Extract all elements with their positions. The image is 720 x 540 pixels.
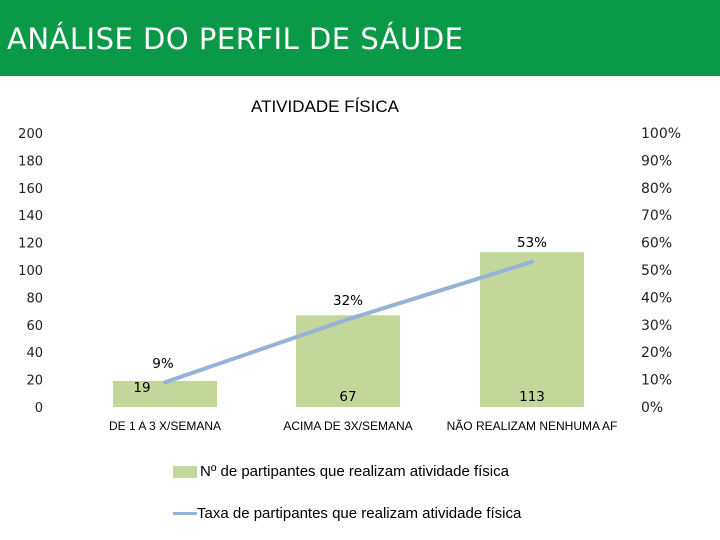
right-axis-ticks: 0% 10% 20% 30% 40% 50% 60% 70% 80% 90% 100%: [641, 126, 681, 416]
bar: [113, 380, 217, 407]
line-data-label: 9%: [152, 356, 174, 372]
page-title: ANÁLISE DO PERFIL DE SÁUDE: [7, 22, 464, 56]
left-tick-label: 0: [35, 401, 43, 416]
bar-data-labels: 19 67 113: [133, 380, 544, 405]
line-series: [163, 259, 534, 385]
category-label: ACIMA DE 3X/SEMANA: [283, 419, 412, 433]
category-label: DE 1 A 3 X/SEMANA: [109, 419, 221, 433]
bar-data-label: 67: [339, 389, 356, 405]
left-tick-label: 200: [18, 127, 43, 142]
legend-item-bar: Nº de partipantes que realizam atividade…: [173, 463, 509, 480]
right-tick-label: 10%: [641, 373, 672, 389]
line-data-label: 53%: [517, 235, 547, 251]
chart-title: ATIVIDADE FÍSICA: [251, 97, 399, 116]
left-axis-ticks: 0 20 40 60 80 100 120 140 160 180 200: [18, 127, 43, 416]
line-data-label: 32%: [333, 293, 363, 309]
left-tick-label: 60: [26, 319, 43, 334]
line-series-path: [163, 259, 534, 385]
left-tick-label: 120: [18, 237, 43, 252]
line-data-labels: 9% 32% 53%: [152, 235, 547, 372]
left-tick-label: 100: [18, 264, 43, 279]
left-tick-label: 160: [18, 182, 43, 197]
left-tick-label: 180: [18, 154, 43, 169]
left-tick-label: 20: [26, 374, 43, 389]
right-tick-label: 80%: [641, 181, 672, 197]
category-label: NÃO REALIZAM NENHUMA AF: [447, 419, 618, 433]
legend-line-swatch: [173, 512, 197, 515]
left-tick-label: 40: [26, 346, 43, 361]
bar: [480, 252, 584, 407]
right-tick-label: 30%: [641, 318, 672, 334]
right-tick-label: 40%: [641, 290, 672, 306]
left-tick-label: 80: [26, 291, 43, 306]
right-tick-label: 50%: [641, 263, 672, 279]
legend-line-label: Taxa de partipantes que realizam ativida…: [197, 505, 522, 522]
right-tick-label: 20%: [641, 345, 672, 361]
right-tick-label: 100%: [641, 126, 681, 142]
header-bar: ANÁLISE DO PERFIL DE SÁUDE: [0, 0, 720, 76]
category-labels: DE 1 A 3 X/SEMANA ACIMA DE 3X/SEMANA NÃO R…: [109, 419, 617, 433]
bar-data-label: 19: [133, 380, 150, 396]
bar-series: [113, 252, 584, 407]
legend-item-line: Taxa de partipantes que realizam ativida…: [173, 505, 521, 522]
bar-data-label: 113: [519, 389, 545, 405]
right-tick-label: 0%: [641, 400, 663, 416]
right-tick-label: 90%: [641, 153, 672, 169]
right-tick-label: 70%: [641, 208, 672, 224]
right-tick-label: 60%: [641, 236, 672, 252]
legend-bar-label: Nº de partipantes que realizam atividade…: [200, 463, 509, 480]
legend-bar-swatch: [173, 465, 197, 478]
left-tick-label: 140: [18, 209, 43, 224]
